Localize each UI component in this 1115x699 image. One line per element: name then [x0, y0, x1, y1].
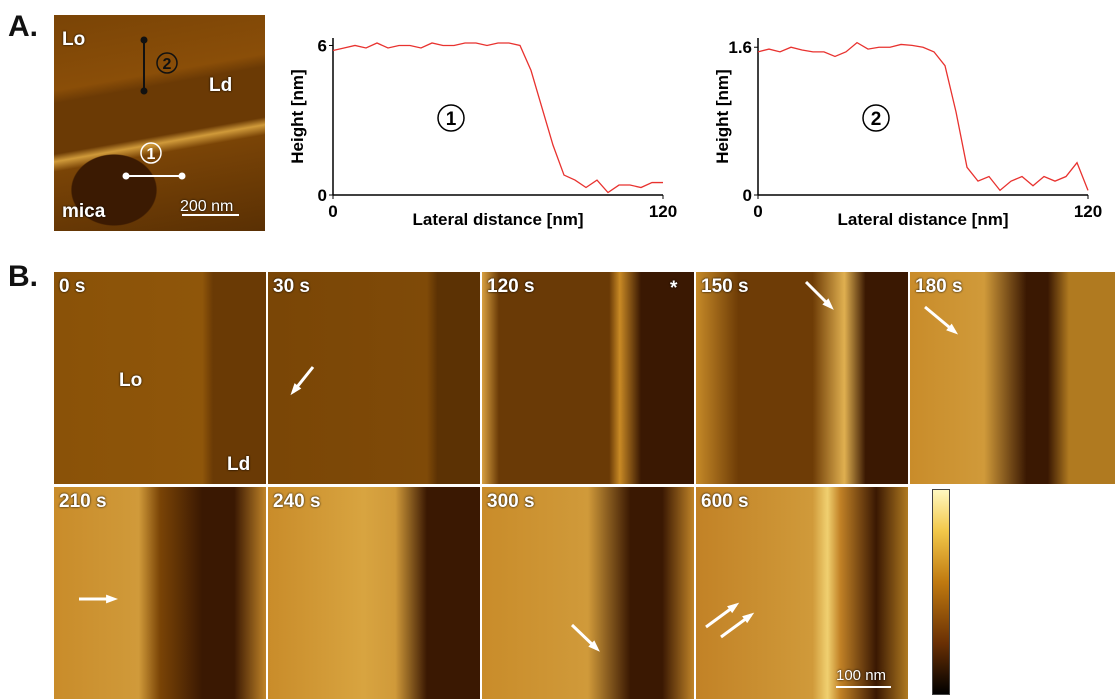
image-overlay: 2 1	[54, 15, 265, 231]
x-axis-label: Lateral distance [nm]	[838, 210, 1009, 229]
x-tick-label: 0	[753, 202, 762, 221]
x-axis-label: Lateral distance [nm]	[413, 210, 584, 229]
panel-label: B.	[8, 260, 38, 294]
image-label: Lo	[119, 370, 142, 392]
afm-image: Lo Ld mica 200 nm 2 1	[54, 15, 265, 231]
y-tick-label: 6	[318, 36, 327, 55]
arrow	[268, 272, 480, 484]
image-label: *	[670, 278, 677, 300]
image-label: Ld	[227, 454, 250, 476]
marker-label: 1	[147, 146, 156, 163]
arrow	[482, 487, 694, 699]
arrow	[696, 487, 908, 699]
time-label: 0 s	[59, 276, 85, 298]
y-axis-label: Height [nm]	[288, 69, 307, 163]
x-tick-label: 120	[1074, 202, 1102, 221]
y-axis-label: Height [nm]	[713, 69, 732, 163]
arrow	[910, 272, 1115, 484]
profile-line	[333, 43, 663, 193]
arrow	[54, 487, 266, 699]
profile-chart: 0 1.6 0 120 Lateral distance [nm] Height [nm]…	[700, 30, 1115, 235]
arrow	[696, 272, 908, 484]
y-tick-label: 0	[318, 186, 327, 205]
x-tick-label: 120	[649, 202, 677, 221]
y-tick-label: 0	[743, 186, 752, 205]
time-label: 240 s	[273, 491, 321, 513]
annotation: 1	[446, 109, 457, 130]
afm-frame: 0 s Lo Ld	[54, 272, 266, 484]
marker-label: 2	[163, 56, 172, 73]
arrow-head	[106, 595, 118, 604]
annotation: 2	[871, 109, 882, 130]
panel-label: A.	[8, 10, 38, 44]
colorbar	[932, 489, 950, 695]
profile-line	[758, 43, 1088, 191]
afm-frame: 120 s *	[482, 272, 694, 484]
y-tick-label: 1.6	[728, 38, 752, 57]
time-label: 120 s	[487, 276, 535, 298]
x-tick-label: 0	[328, 202, 337, 221]
page: {"panel_a": {"label": "A.", "image_label…	[0, 0, 1115, 697]
afm-frame: 240 s	[268, 487, 480, 699]
